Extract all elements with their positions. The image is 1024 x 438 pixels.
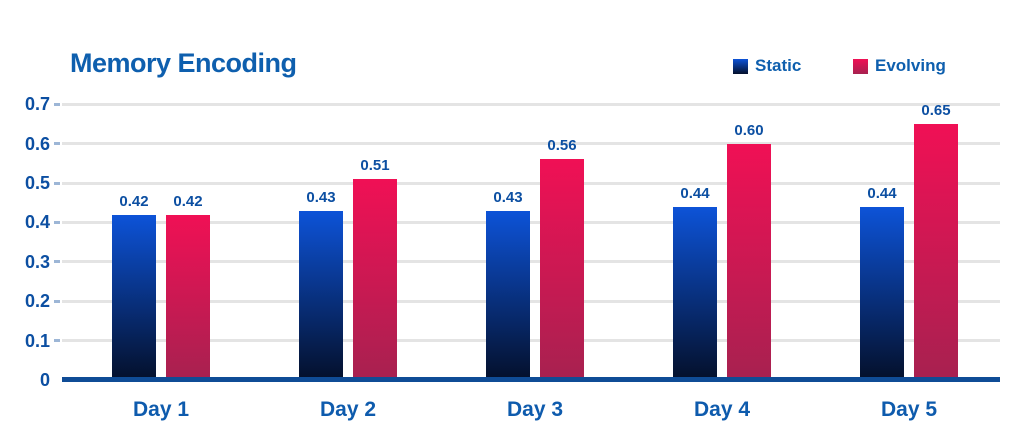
x-axis-category-label: Day 3 <box>506 398 564 421</box>
legend-item-static: Static <box>733 56 801 76</box>
y-axis-tick <box>54 142 60 146</box>
gridline <box>62 142 1000 146</box>
y-axis-tick <box>54 260 60 264</box>
bar-static-day-4 <box>673 206 717 380</box>
bar-value-label: 0.43 <box>306 188 336 206</box>
bar-static-day-3 <box>486 210 530 380</box>
gridline <box>62 299 1000 303</box>
x-axis-category-label: Day 4 <box>693 398 751 421</box>
bar-value-label: 0.42 <box>119 192 149 210</box>
legend-item-evolving: Evolving <box>853 56 946 76</box>
y-axis-tick-label: 0.5 <box>24 173 50 193</box>
x-axis-category-label: Day 2 <box>319 398 377 421</box>
legend-label-static: Static <box>755 56 802 75</box>
bar-evolving-day-2 <box>353 179 397 380</box>
y-axis-tick-label: 0.6 <box>24 133 50 154</box>
bar-value-label: 0.60 <box>734 121 764 139</box>
x-axis-category-label: Day 1 <box>132 398 190 421</box>
chart-title: Memory Encoding <box>70 48 297 78</box>
evolving-series-swatch-icon <box>853 58 868 74</box>
y-axis-tick-label: 0.1 <box>24 330 50 351</box>
gridline <box>62 260 1000 264</box>
gridline <box>62 220 1000 224</box>
bar-value-label: 0.42 <box>173 192 203 210</box>
bar-evolving-day-1 <box>166 214 210 380</box>
bar-evolving-day-4 <box>727 143 771 380</box>
y-axis-tick <box>54 181 60 185</box>
y-axis-tick <box>54 220 60 224</box>
y-axis-tick <box>54 339 60 343</box>
x-axis-line <box>62 377 1000 382</box>
x-axis-category-label: Day 5 <box>880 398 938 421</box>
gridline <box>62 102 1000 106</box>
bar-value-label: 0.51 <box>360 157 390 175</box>
bar-evolving-day-3 <box>540 159 584 380</box>
bar-value-label: 0.44 <box>867 184 897 202</box>
bar-value-label: 0.56 <box>547 137 577 155</box>
bar-static-day-2 <box>299 210 343 380</box>
y-axis-tick <box>54 299 60 303</box>
static-series-swatch-icon <box>733 58 748 74</box>
gridline <box>62 339 1000 343</box>
bar-value-label: 0.65 <box>921 101 951 119</box>
bar-value-label: 0.44 <box>680 184 710 202</box>
bar-value-label: 0.43 <box>493 188 523 206</box>
y-axis-tick <box>54 102 60 106</box>
y-axis-tick-label: 0.7 <box>24 94 50 115</box>
bar-static-day-5 <box>860 206 904 380</box>
y-axis-tick-label: 0.3 <box>24 251 50 272</box>
y-axis-tick-label: 0 <box>39 370 50 390</box>
bar-evolving-day-5 <box>914 123 958 380</box>
bar-static-day-1 <box>112 214 156 380</box>
gridline <box>62 181 1000 185</box>
y-axis-tick-label: 0.2 <box>24 291 50 312</box>
legend-label-evolving: Evolving <box>875 56 946 75</box>
y-axis-tick-label: 0.4 <box>24 212 50 233</box>
